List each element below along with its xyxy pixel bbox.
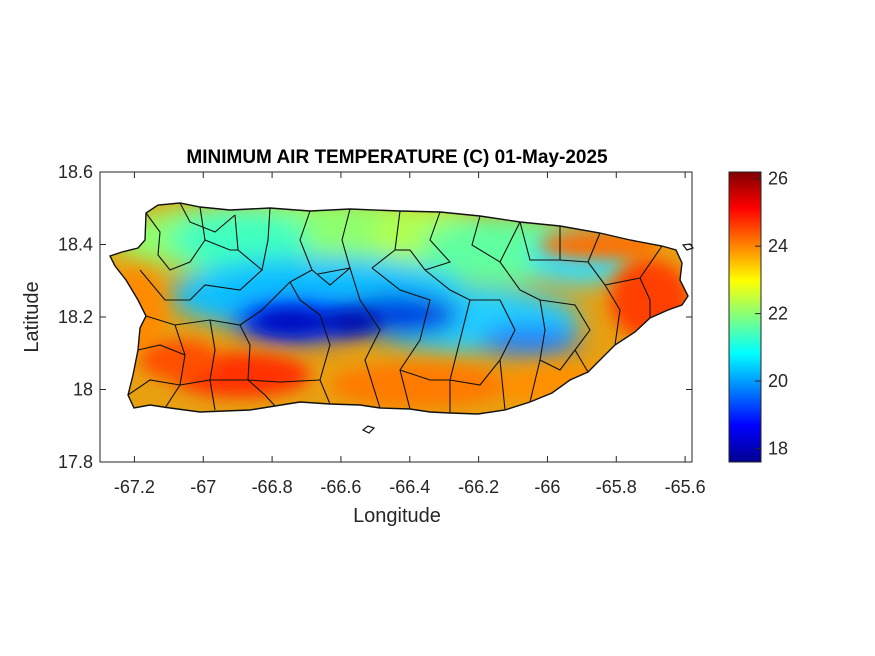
colorbar-ticks: 18 20 22 24 26 (755, 169, 788, 459)
colorbar-gradient (728, 171, 762, 463)
x-tick-label: -67 (190, 477, 216, 497)
municipality-boundary (317, 208, 351, 275)
y-axis-label: Latitude (21, 281, 43, 352)
y-tick-label: 18 (73, 380, 93, 400)
municipality-boundary (204, 239, 238, 251)
x-tick-label: -66.6 (320, 477, 361, 497)
colorbar-tick-label: 24 (768, 236, 788, 256)
colorbar: 18 20 22 24 26 (728, 169, 788, 463)
municipality-boundary (164, 324, 186, 409)
municipality-boundary (289, 210, 313, 283)
y-tick-label: 18.4 (58, 235, 93, 255)
colorbar-tick-label: 22 (768, 304, 788, 324)
x-tick-label: -65.8 (596, 477, 637, 497)
x-axis-label: Longitude (353, 505, 441, 527)
x-tick-label: -66.4 (389, 477, 430, 497)
municipality-boundary (471, 215, 521, 263)
municipality-boundary (539, 299, 591, 373)
municipality-boundary (349, 267, 381, 409)
municipality-boundary (247, 379, 276, 407)
x-axis-ticks: -67.2 -67 -66.8 -66.6 -66.4 -66.2 -66 -65.8 -65.… (114, 172, 706, 497)
municipality-boundary (127, 379, 321, 396)
municipality-boundary (539, 349, 576, 371)
x-tick-label: -67.2 (114, 477, 155, 497)
y-tick-label: 18.6 (58, 162, 93, 182)
x-tick-label: -66.8 (252, 477, 293, 497)
municipality-boundary (137, 344, 186, 356)
y-tick-label: 17.8 (58, 452, 93, 472)
x-tick-label: -66.2 (458, 477, 499, 497)
municipality-boundaries (127, 202, 663, 413)
municipality-boundary (399, 359, 501, 386)
municipality-boundary (209, 319, 216, 411)
municipality-boundary (139, 269, 263, 301)
map-axes: -67.2 -67 -66.8 -66.6 -66.4 -66.2 -66 -65.8 -65.… (58, 162, 706, 497)
municipality-boundary (239, 324, 251, 381)
municipality-boundary (311, 267, 351, 286)
island-coastline (109, 202, 689, 415)
municipality-boundary (289, 281, 331, 405)
municipality-boundary (519, 221, 561, 261)
municipality-boundary (639, 277, 651, 318)
map-title: MINIMUM AIR TEMPERATURE (C) 01-May-2025 (186, 147, 608, 168)
municipality-boundary (145, 281, 291, 326)
x-tick-label: -66 (534, 477, 560, 497)
colorbar-tick-label: 18 (768, 439, 788, 459)
municipality-boundary (424, 269, 471, 413)
offshore-island (361, 425, 376, 434)
municipality-boundary (499, 261, 546, 403)
municipality-boundary (559, 259, 589, 263)
y-axis-ticks: 17.8 18 18.2 18.4 18.6 (58, 162, 692, 472)
municipality-boundary (470, 299, 516, 411)
x-tick-label: -65.6 (665, 477, 706, 497)
municipality-boundary (604, 284, 621, 346)
municipality-boundary (371, 267, 431, 410)
y-tick-label: 18.2 (58, 307, 93, 327)
colorbar-tick-label: 20 (768, 371, 788, 391)
colorbar-tick-label: 26 (768, 169, 788, 189)
municipality-boundary (409, 211, 451, 271)
municipality-boundary (179, 202, 236, 233)
